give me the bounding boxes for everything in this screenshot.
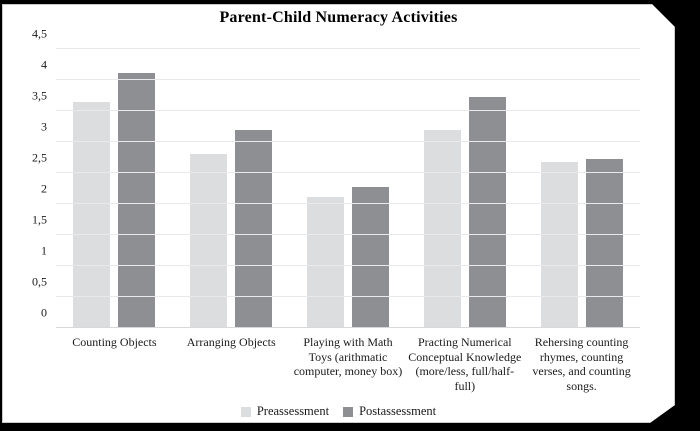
gridline bbox=[56, 110, 640, 111]
y-tick-label: 4 bbox=[41, 57, 47, 72]
gridline bbox=[56, 172, 640, 173]
bar-postassessment-practing-numerical-conceptual- bbox=[469, 97, 506, 328]
legend-item-postassessment: Postassessment bbox=[343, 404, 436, 419]
legend: Preassessment Postassessment bbox=[2, 404, 675, 419]
bar-preassessment-rehersing-counting-rhymes-coun bbox=[541, 162, 578, 328]
y-tick-label: 2 bbox=[41, 181, 47, 196]
gridline bbox=[56, 234, 640, 235]
gridline bbox=[56, 79, 640, 80]
bar-preassessment-counting-objects bbox=[73, 102, 110, 328]
gridline bbox=[56, 141, 640, 142]
gridline bbox=[56, 203, 640, 204]
bar-groups bbox=[56, 49, 640, 328]
bar-postassessment-playing-with-math-toys-arithma bbox=[352, 187, 389, 328]
y-tick-label: 3 bbox=[41, 119, 47, 134]
bar-preassessment-arranging-objects bbox=[190, 154, 227, 328]
bar-postassessment-arranging-objects bbox=[235, 130, 272, 328]
legend-swatch-postassessment bbox=[343, 407, 353, 417]
bar-group-practing-numerical-conceptual- bbox=[406, 49, 523, 328]
legend-item-preassessment: Preassessment bbox=[241, 404, 329, 419]
legend-label: Preassessment bbox=[256, 404, 330, 418]
legend-label: Postassessment bbox=[359, 404, 437, 418]
gridline bbox=[56, 265, 640, 266]
bar-preassessment-practing-numerical-conceptual- bbox=[424, 130, 461, 328]
bar-postassessment-rehersing-counting-rhymes-coun bbox=[586, 159, 623, 328]
chart-title: Parent-Child Numeracy Activities bbox=[219, 9, 458, 26]
x-category-label: Counting Objects bbox=[72, 335, 157, 349]
legend-swatch-preassessment bbox=[241, 407, 251, 417]
x-category-label: Practing Numerical Conceptual Knowledge … bbox=[408, 335, 522, 393]
bar-postassessment-counting-objects bbox=[118, 73, 155, 328]
x-category-label: Playing with Math Toys (arithmatic compu… bbox=[293, 335, 403, 379]
bar-group-counting-objects bbox=[56, 49, 173, 328]
x-category-label: Rehersing counting rhymes, counting vers… bbox=[532, 335, 631, 393]
y-tick-label: 1 bbox=[41, 243, 47, 258]
chart-panel: Parent-Child Numeracy Activities 0 0,5 1 1,… bbox=[2, 4, 675, 423]
y-tick-label: 3,5 bbox=[32, 88, 47, 103]
y-tick-label: 0,5 bbox=[32, 274, 47, 289]
bar-group-playing-with-math-toys-arithma bbox=[290, 49, 407, 328]
x-axis-labels: Counting Objects Arranging Objects Playing… bbox=[56, 335, 640, 394]
y-tick-label: 4,5 bbox=[32, 26, 47, 41]
y-tick-label: 2,5 bbox=[32, 150, 47, 165]
y-tick-label: 0 bbox=[41, 305, 47, 320]
bar-preassessment-playing-with-math-toys-arithma bbox=[307, 197, 344, 328]
gridline bbox=[56, 48, 640, 49]
gridline bbox=[56, 296, 640, 297]
plot-area: 0 0,5 1 1,5 2 2,5 3 3,5 4 4,5 bbox=[56, 49, 640, 328]
bar-group-rehersing-counting-rhymes-coun bbox=[523, 49, 640, 328]
y-tick-label: 1,5 bbox=[32, 212, 47, 227]
x-axis-line bbox=[56, 327, 640, 328]
x-category-label: Arranging Objects bbox=[186, 335, 276, 349]
bar-group-arranging-objects bbox=[173, 49, 290, 328]
